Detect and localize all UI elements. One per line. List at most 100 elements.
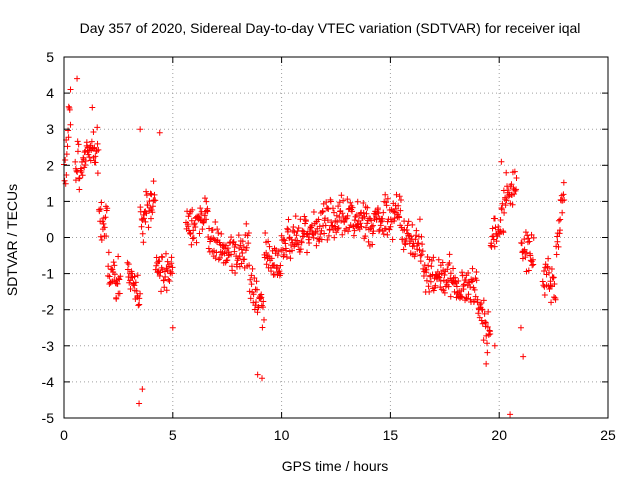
chart-title: Day 357 of 2020, Sidereal Day-to-day VTE… bbox=[80, 20, 581, 36]
data-point bbox=[396, 214, 403, 221]
data-point bbox=[368, 217, 375, 224]
data-point bbox=[551, 294, 558, 301]
data-point bbox=[160, 277, 167, 284]
data-point bbox=[428, 257, 435, 264]
data-point bbox=[83, 139, 90, 146]
data-point bbox=[315, 216, 322, 223]
data-point bbox=[484, 324, 491, 331]
data-point bbox=[136, 400, 143, 407]
data-point bbox=[375, 210, 382, 217]
data-point bbox=[189, 235, 196, 242]
tick-labels: 0 5 10 15 20 25 -5 -4 -3 -2 -1 0 1 2 3 4 5 bbox=[42, 49, 616, 443]
data-point bbox=[92, 159, 99, 166]
data-point bbox=[97, 205, 104, 212]
data-point bbox=[169, 324, 176, 331]
data-point bbox=[483, 360, 490, 367]
data-point bbox=[156, 258, 163, 265]
data-point bbox=[201, 195, 208, 202]
data-point bbox=[445, 283, 452, 290]
data-point bbox=[453, 283, 460, 290]
data-point bbox=[349, 204, 356, 211]
data-point bbox=[417, 258, 424, 265]
data-point bbox=[79, 172, 86, 179]
data-point bbox=[246, 262, 253, 269]
data-point bbox=[331, 234, 338, 241]
data-point bbox=[61, 177, 68, 184]
data-point bbox=[136, 301, 143, 308]
data-point bbox=[86, 154, 93, 161]
data-point bbox=[319, 208, 326, 215]
data-point bbox=[164, 267, 171, 274]
data-point bbox=[306, 240, 313, 247]
data-point bbox=[149, 209, 156, 216]
data-point bbox=[373, 216, 380, 223]
data-point bbox=[473, 277, 480, 284]
data-point bbox=[318, 227, 325, 234]
data-point bbox=[158, 253, 165, 260]
data-point bbox=[65, 103, 72, 110]
data-point bbox=[215, 230, 222, 237]
data-point bbox=[481, 310, 488, 317]
data-point bbox=[412, 250, 419, 257]
data-point bbox=[264, 252, 271, 259]
y-tick-label: 4 bbox=[46, 85, 54, 101]
x-tick-label: 25 bbox=[600, 427, 616, 443]
data-point bbox=[418, 251, 425, 258]
y-tick-label: 5 bbox=[46, 49, 54, 65]
data-point bbox=[425, 262, 432, 269]
data-point bbox=[293, 232, 300, 239]
data-points bbox=[61, 75, 568, 418]
data-point bbox=[327, 198, 334, 205]
data-point bbox=[318, 236, 325, 243]
data-point bbox=[485, 331, 492, 338]
data-point bbox=[331, 209, 338, 216]
data-point bbox=[228, 251, 235, 258]
data-point bbox=[265, 238, 272, 245]
data-point bbox=[408, 233, 415, 240]
data-point bbox=[274, 264, 281, 271]
data-point bbox=[322, 222, 329, 229]
data-point bbox=[397, 196, 404, 203]
data-point bbox=[116, 290, 123, 297]
data-point bbox=[74, 138, 81, 145]
data-point bbox=[295, 225, 302, 232]
data-point bbox=[501, 209, 508, 216]
data-point bbox=[228, 234, 235, 241]
data-point bbox=[95, 146, 102, 153]
data-point bbox=[253, 286, 260, 293]
data-point bbox=[131, 273, 138, 280]
data-point bbox=[149, 203, 156, 210]
data-point bbox=[480, 297, 487, 304]
data-point bbox=[62, 156, 69, 163]
data-point bbox=[163, 287, 170, 294]
data-point bbox=[554, 233, 561, 240]
data-point bbox=[530, 234, 537, 241]
data-point bbox=[502, 202, 509, 209]
data-point bbox=[529, 262, 536, 269]
y-tick-label: -3 bbox=[42, 338, 55, 354]
data-point bbox=[370, 228, 377, 235]
data-point bbox=[65, 127, 72, 134]
data-point bbox=[100, 220, 107, 227]
data-point bbox=[560, 191, 567, 198]
data-point bbox=[224, 257, 231, 264]
data-point bbox=[380, 209, 387, 216]
data-point bbox=[298, 239, 305, 246]
data-point bbox=[400, 246, 407, 253]
data-point bbox=[293, 240, 300, 247]
data-point bbox=[334, 219, 341, 226]
data-point bbox=[248, 272, 255, 279]
data-point bbox=[520, 353, 527, 360]
data-point bbox=[522, 229, 529, 236]
data-point bbox=[89, 145, 96, 152]
data-point bbox=[339, 210, 346, 217]
data-point bbox=[218, 230, 225, 237]
data-point bbox=[259, 324, 266, 331]
data-point bbox=[338, 192, 345, 199]
data-point bbox=[452, 278, 459, 285]
data-point bbox=[132, 279, 139, 286]
data-point bbox=[498, 204, 505, 211]
data-point bbox=[139, 386, 146, 393]
data-point bbox=[254, 309, 261, 316]
data-point bbox=[279, 246, 286, 253]
